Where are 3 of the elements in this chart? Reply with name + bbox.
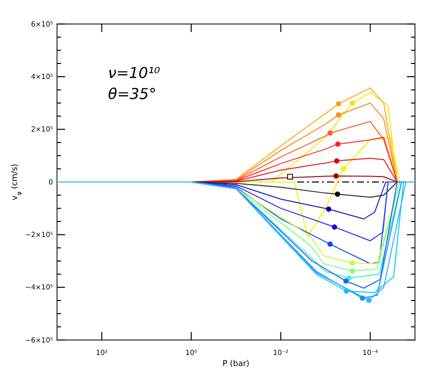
annotation: θ=35° [108, 85, 156, 103]
annotation: ν=10¹⁰ [108, 64, 160, 82]
x-axis-title: P (bar) [222, 359, 250, 368]
